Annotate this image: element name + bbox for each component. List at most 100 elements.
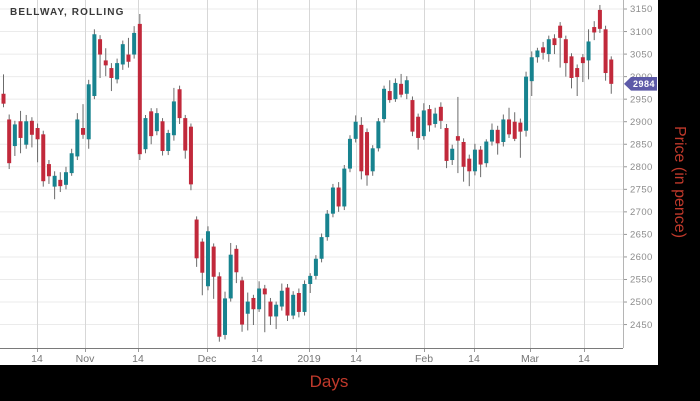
candle-body (325, 213, 330, 238)
x-gridlines (37, 0, 585, 348)
y-tick-label: 3100 (630, 27, 653, 38)
candle-body (137, 23, 142, 155)
candle-up (489, 123, 494, 146)
x-tick-label: 14 (31, 353, 43, 365)
x-tick-label: Dec (198, 353, 217, 365)
candle-up (302, 280, 307, 316)
candle-up (143, 114, 148, 154)
candle-up (279, 283, 284, 311)
candle-body (177, 89, 182, 119)
candle-body (410, 100, 415, 132)
candle-up (228, 242, 233, 302)
candle-down (580, 54, 585, 83)
candle-down (98, 35, 103, 78)
candle-body (120, 44, 125, 65)
candle-body (69, 153, 74, 174)
candle-body (489, 129, 494, 142)
candle-down (518, 118, 523, 158)
candle-down (7, 114, 12, 170)
candle-body (404, 80, 409, 94)
candle-body (421, 110, 426, 137)
candle-body (103, 60, 108, 66)
candle-down (541, 41, 546, 60)
candle-body (529, 57, 534, 82)
candle-up (115, 58, 120, 84)
candle-body (262, 288, 267, 295)
last-price-tag-value: 2984 (633, 79, 655, 89)
candle-up (24, 114, 29, 149)
x-tick-label: Nov (76, 353, 95, 365)
candle-down (603, 25, 608, 81)
candle-down (251, 294, 256, 326)
candle-body (149, 111, 154, 137)
candle-body (41, 134, 46, 182)
candle-up (257, 281, 262, 312)
candle-down (46, 160, 51, 184)
x-tick-label: 2019 (297, 353, 321, 365)
candle-body (109, 68, 114, 78)
candle-down (126, 37, 131, 68)
candle-body (12, 124, 17, 147)
y-tick-label: 3150 (630, 4, 653, 15)
candle-down (427, 105, 432, 132)
candle-body (24, 121, 29, 145)
candle-up (421, 103, 426, 140)
candle-body (319, 237, 324, 259)
candle-down (35, 123, 40, 163)
candle-down (240, 276, 245, 332)
candle-up (353, 115, 358, 143)
last-price-tag-shape (624, 77, 657, 91)
candle-up (52, 171, 57, 200)
candle-up (12, 120, 17, 156)
candle-down (81, 104, 86, 139)
x-tick-label: 14 (132, 353, 144, 365)
candle-up (382, 85, 387, 123)
candle-body (495, 129, 500, 144)
candle-up (330, 183, 335, 218)
candle-body (75, 119, 80, 157)
candle-up (245, 292, 250, 331)
candle-body (245, 301, 250, 314)
candle-body (365, 132, 370, 176)
candle-body (223, 298, 228, 335)
candle-up (342, 164, 347, 211)
candle-body (200, 241, 205, 273)
candle-down (507, 107, 512, 138)
candle-up (308, 273, 313, 294)
candle-body (52, 175, 57, 187)
candle-body (501, 119, 506, 142)
chart-plot-area[interactable]: 3150310030503000295029002850280027502700… (0, 0, 658, 365)
candle-body (18, 121, 23, 138)
candle-body (274, 304, 279, 317)
candle-down (558, 22, 563, 68)
candle-up (484, 139, 489, 168)
candle-up (393, 78, 398, 102)
candle-body (347, 138, 352, 169)
candle-up (524, 71, 529, 137)
candle-body (535, 50, 540, 58)
candle-body (370, 148, 375, 172)
y-tick-label: 2750 (630, 185, 653, 196)
candle-down (177, 85, 182, 124)
candle-body (546, 39, 551, 55)
candle-down (183, 114, 188, 159)
candle-body (171, 101, 176, 136)
candle-body (552, 38, 557, 46)
candle-body (455, 136, 460, 141)
candle-body (433, 113, 438, 124)
candle-up (75, 113, 80, 161)
candle-down (512, 112, 517, 142)
candle-up (132, 26, 137, 59)
candle-down (478, 146, 483, 178)
last-price-tag: 2984 (624, 77, 657, 91)
candle-body (376, 121, 381, 149)
y-tick-label: 2800 (630, 162, 653, 173)
candle-body (597, 9, 602, 29)
candle-down (438, 102, 443, 129)
candle-down (58, 172, 63, 193)
candle-body (279, 290, 284, 307)
candle-body (166, 132, 171, 152)
candle-up (223, 291, 228, 340)
candle-down (575, 64, 580, 97)
candle-up (154, 108, 159, 136)
